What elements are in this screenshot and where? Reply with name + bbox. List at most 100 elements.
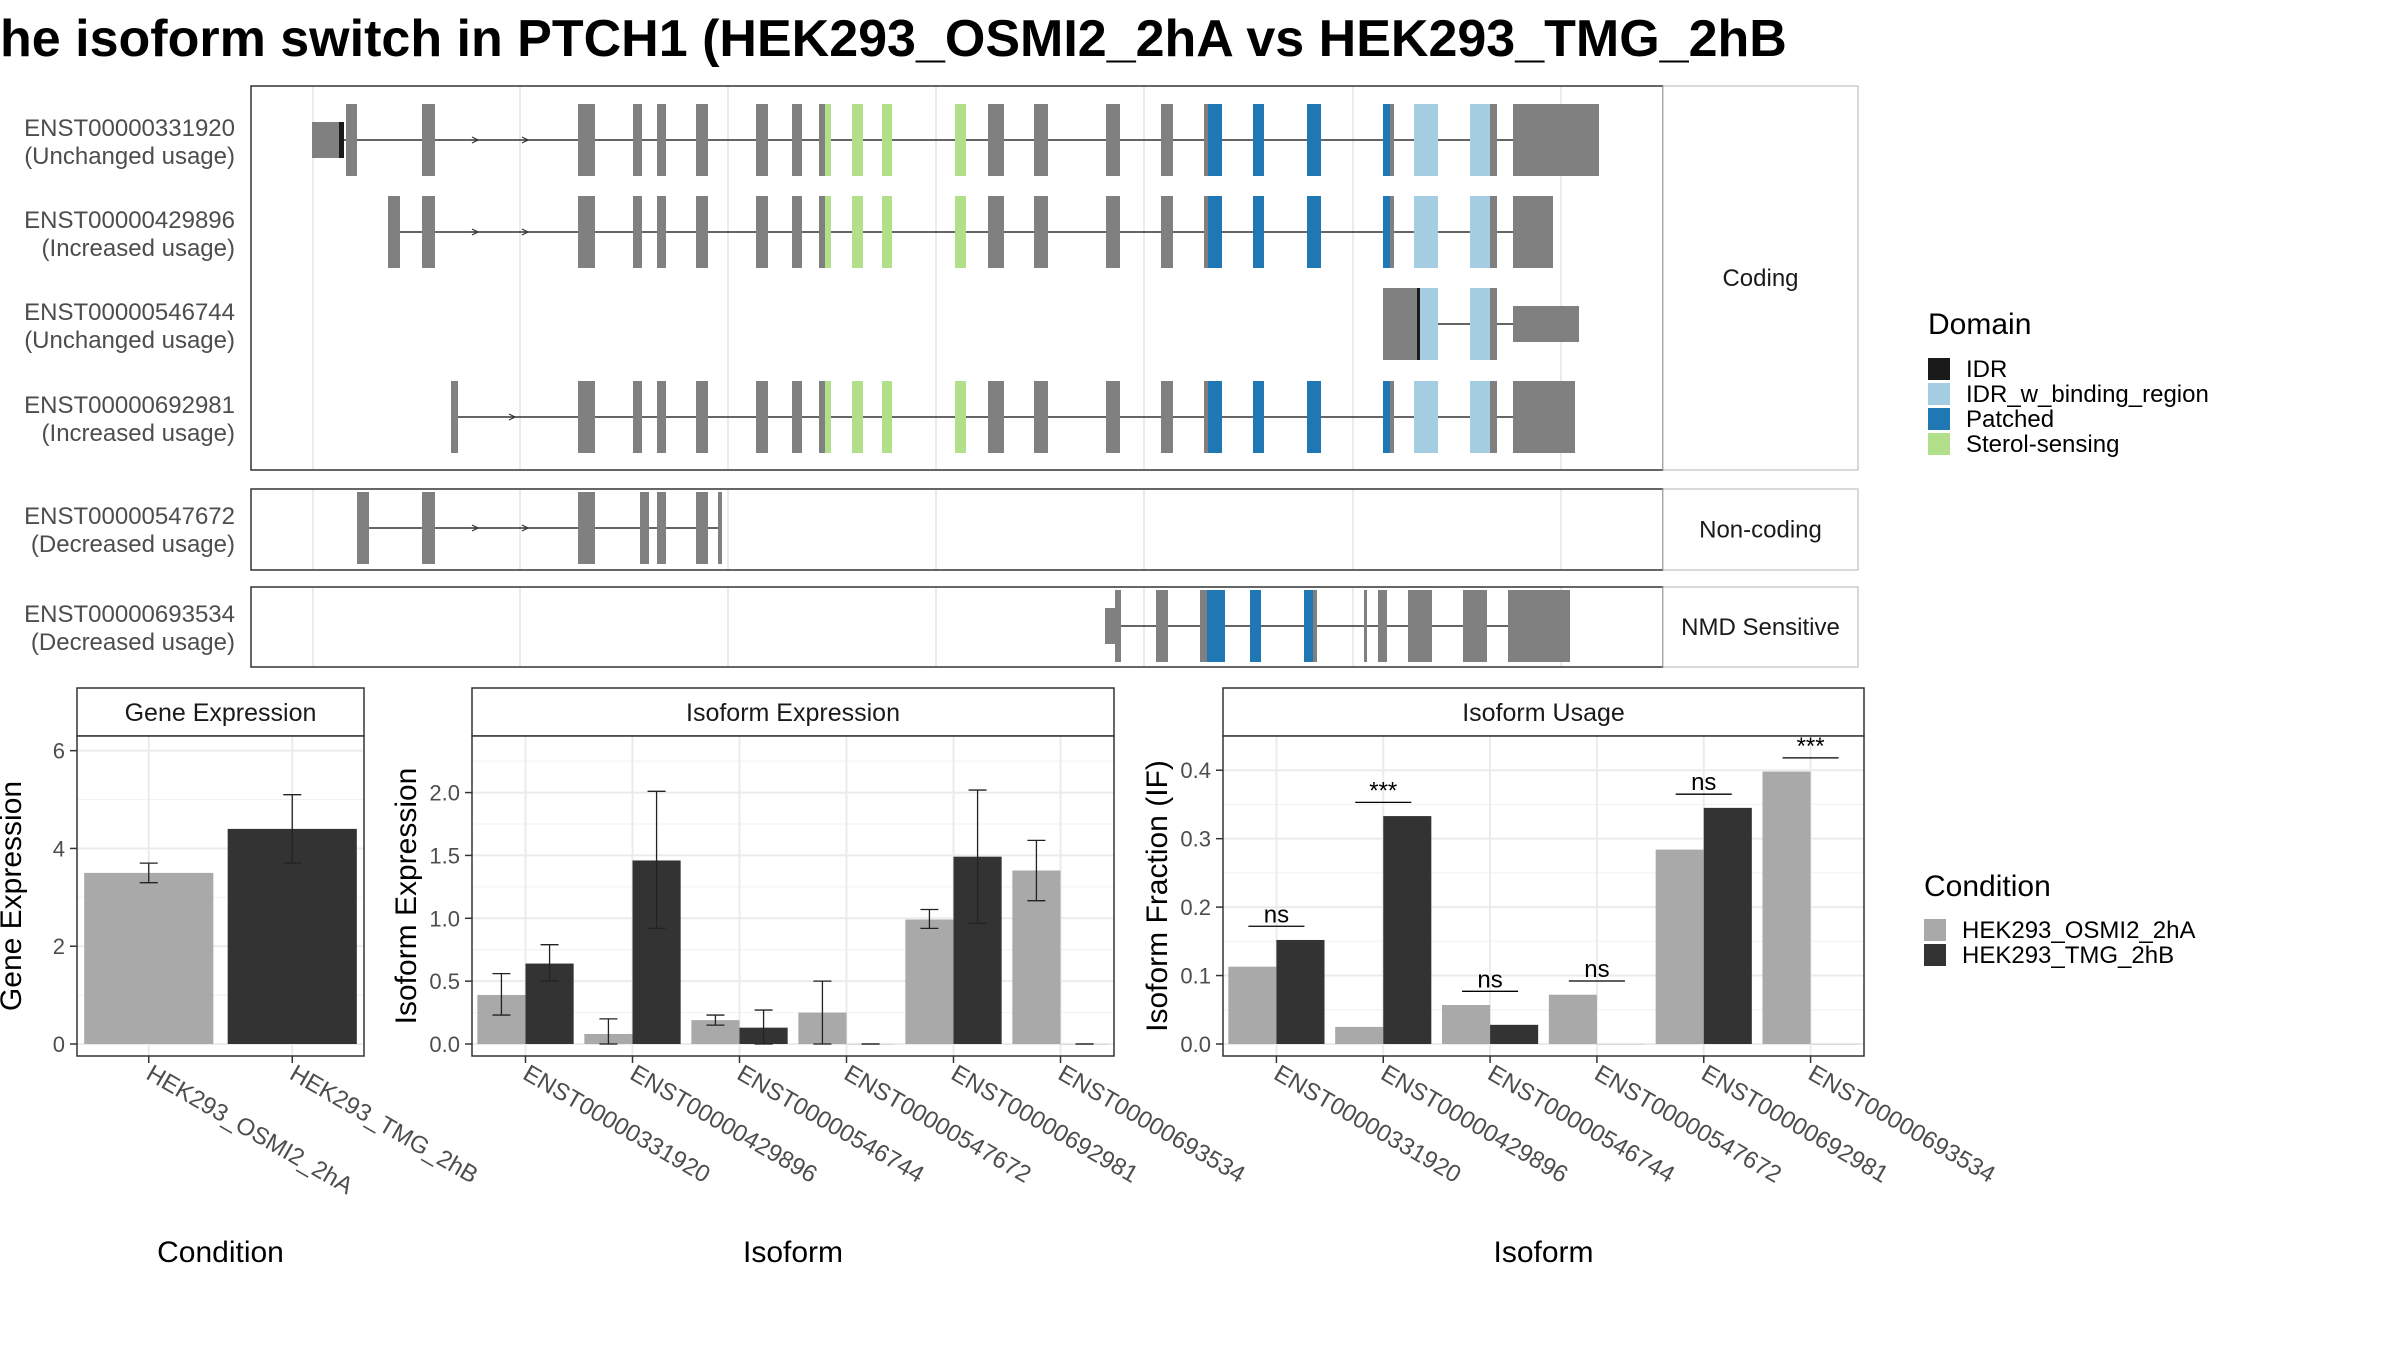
y-tick-label: 6 [53,739,65,764]
exon-block [657,492,666,564]
domain-block [1470,104,1490,176]
exon-block [1490,196,1497,268]
x-tick-label: ENST00000331920 [519,1060,715,1189]
bar [905,919,954,1044]
y-tick-label: 0.3 [1180,827,1211,852]
domain-block [1383,381,1390,453]
y-tick-label: 0.5 [429,969,460,994]
domain-block [825,104,831,176]
bar [1490,1024,1539,1044]
exon-block [756,381,768,453]
y-tick-label: 0.1 [1180,964,1211,989]
y-tick-label: 2.0 [429,781,460,806]
facet-strip [1662,586,1859,668]
legend-label: Patched [1966,406,2054,433]
chart-strip [1222,687,1865,737]
significance-label: *** [1369,777,1397,804]
x-axis-title: Isoform [743,1236,843,1269]
strand-arrow [471,228,480,236]
exon-block [718,492,722,564]
transcript-id-label: ENST00000693534 [24,601,235,628]
exon-block [1378,590,1387,662]
domain-block [825,381,831,453]
chart-title: Isoform Usage [1462,699,1625,727]
domain-block [1207,590,1211,662]
domain-block [882,381,892,453]
chart-panel-bg [472,736,1114,1056]
exon-block [1513,196,1553,268]
chart-strip [76,687,365,737]
exon-block [1106,196,1120,268]
x-tick-label: ENST00000429896 [626,1060,822,1189]
legend-label: HEK293_OSMI2_2hA [1962,917,2195,944]
domain-block [1470,381,1490,453]
facet-label: NMD Sensitive [1681,614,1840,641]
domain-block [1470,288,1490,360]
domain-legend: Domain IDRIDR_w_binding_regionPatchedSter… [1928,308,2209,458]
domain-block [955,381,966,453]
expression-charts: Gene Expression0246HEK293_OSMI2_2hAHEK29… [0,687,2000,1269]
domain-block [1208,104,1222,176]
significance-label: ns [1264,901,1289,928]
exon-block [988,381,1004,453]
domain-block [882,196,892,268]
legend-label: HEK293_TMG_2hB [1962,942,2174,969]
exon-block [1204,381,1208,453]
bar [227,828,357,1044]
transcript-usage-label: (Unchanged usage) [24,143,235,170]
x-tick-label: ENST00000546744 [1483,1060,1679,1189]
bar [1655,849,1704,1044]
domain-block [1208,381,1222,453]
exon-block [422,104,435,176]
transcript-id-label: ENST00000546744 [24,299,235,326]
exon-block [1161,104,1173,176]
y-axis-title: Gene Expression [0,781,28,1011]
domain-block [852,104,863,176]
x-tick-label: ENST00000693534 [1054,1060,1250,1189]
exon-block [582,196,595,268]
y-tick-label: 1.5 [429,843,460,868]
exon-block [451,381,458,453]
legend-key [1928,358,1950,380]
exon-block [1106,104,1120,176]
y-tick-label: 0 [53,1032,65,1057]
y-tick-label: 0.0 [1180,1032,1211,1057]
exon-block [640,492,649,564]
exon-block [422,196,435,268]
legend-key [1928,383,1950,405]
exon-block [1390,104,1394,176]
exon-block [696,381,708,453]
x-tick-label: ENST00000546744 [733,1060,929,1189]
chart-panel-border [471,735,1115,1057]
domain-block [1307,104,1321,176]
exon-block [1161,196,1173,268]
significance-label: ns [1477,966,1502,993]
y-axis-title: Isoform Expression [390,768,423,1025]
exon-block [633,196,642,268]
exon-block [1508,590,1570,662]
legend-label: IDR_w_binding_region [1966,381,2209,408]
transcript-usage-label: (Decreased usage) [31,629,235,656]
strand-arrow [521,228,530,236]
transcript-id-label: ENST00000331920 [24,115,235,142]
exon-block [1490,288,1497,360]
transcript-id-label: ENST00000692981 [24,392,235,419]
x-tick-label: ENST00000429896 [1376,1060,1572,1189]
exon-block [388,196,400,268]
legend-label: Sterol-sensing [1966,431,2119,458]
exon-block [1513,381,1575,453]
bar [1228,966,1277,1044]
exon-block [657,104,666,176]
domain-block [1253,104,1264,176]
domain-block [1253,381,1264,453]
exon-block [1105,608,1115,644]
y-tick-label: 0.4 [1180,758,1211,783]
bar [1276,939,1325,1044]
exon-block [578,196,582,268]
exon-block [696,104,708,176]
domain-block [1417,288,1420,360]
exon-block [1364,590,1367,662]
y-tick-label: 1.0 [429,906,460,931]
exon-block [578,381,582,453]
strand-arrow [471,524,480,532]
